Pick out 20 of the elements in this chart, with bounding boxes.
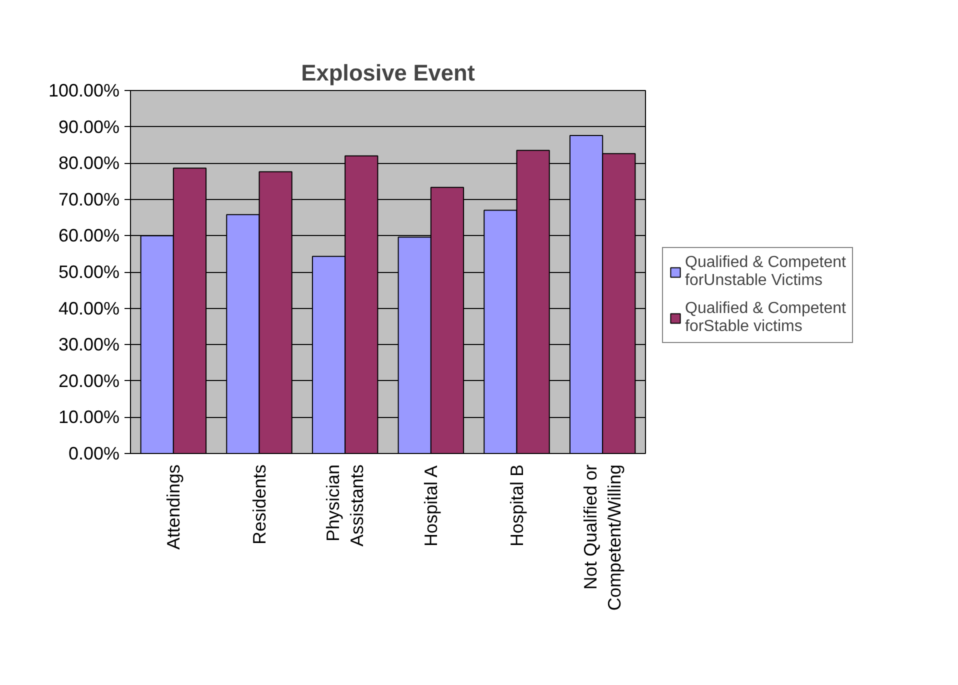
x-tick-label: Hospital A	[420, 465, 441, 547]
x-tick-label: Residents	[249, 464, 270, 545]
legend-label: Qualified & Competent forStable victims	[685, 300, 846, 336]
y-tick-label: 20.00%	[58, 370, 120, 391]
y-tick-label: 60.00%	[58, 226, 120, 246]
y-tick-label: 0.00%	[68, 444, 120, 464]
y-tick-label: 90.00%	[58, 116, 120, 137]
y-tick-label: 70.00%	[58, 189, 120, 210]
x-tick-label: Attendings	[163, 464, 184, 550]
legend-label: Qualified & Competent forUnstable Victims	[685, 254, 846, 290]
y-tick-label: 100.00%	[48, 80, 120, 100]
y-tick-label: 30.00%	[58, 334, 120, 355]
y-tick-label: 40.00%	[58, 298, 120, 318]
x-tick-label: Not Qualified or Competent/Willing	[580, 464, 625, 611]
x-tick-label: Hospital B	[506, 464, 527, 547]
x-tick-label: Physician Assistants	[323, 464, 368, 547]
y-tick-label: 10.00%	[58, 407, 120, 428]
y-tick-label: 80.00%	[58, 153, 120, 174]
chart-title: Explosive Event	[301, 60, 476, 86]
y-tick-label: 50.00%	[58, 262, 120, 282]
